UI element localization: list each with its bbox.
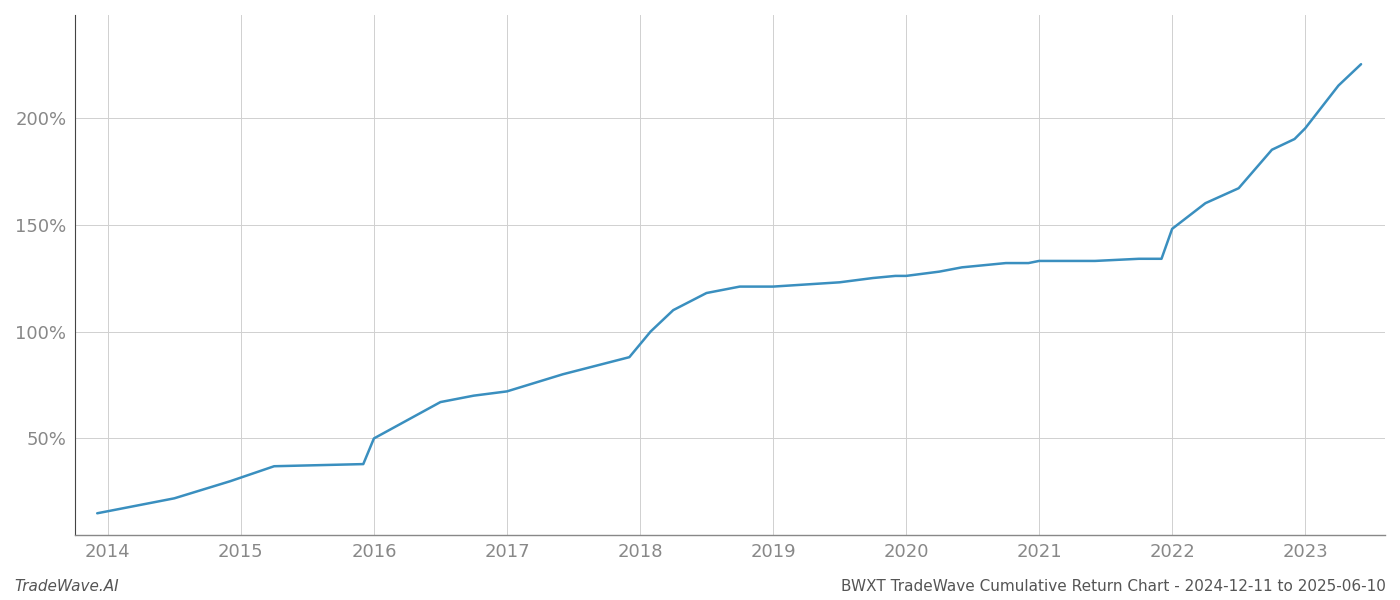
Text: TradeWave.AI: TradeWave.AI <box>14 579 119 594</box>
Text: BWXT TradeWave Cumulative Return Chart - 2024-12-11 to 2025-06-10: BWXT TradeWave Cumulative Return Chart -… <box>841 579 1386 594</box>
